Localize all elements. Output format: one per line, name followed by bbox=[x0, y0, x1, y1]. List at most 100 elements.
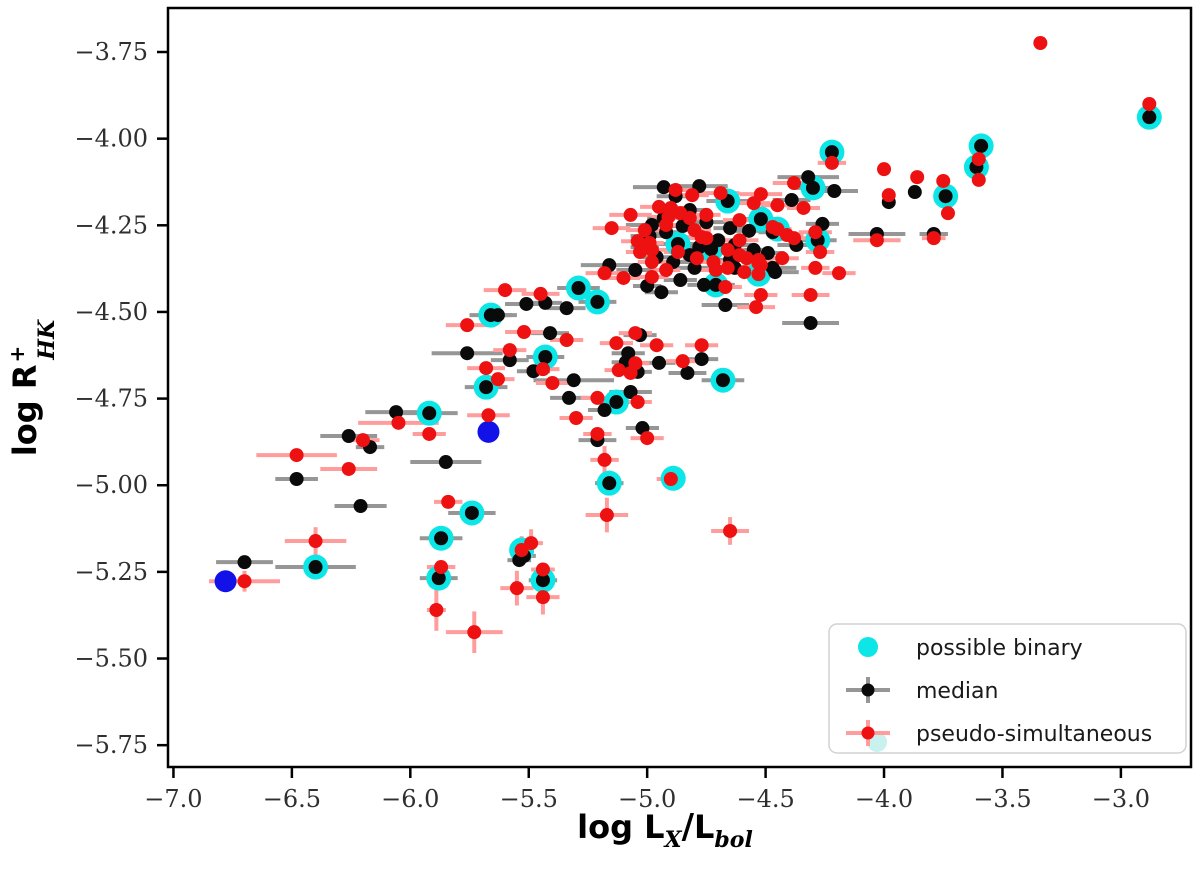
median-marker bbox=[341, 429, 356, 444]
pseudo-simultaneous-marker bbox=[694, 230, 709, 245]
median-marker bbox=[974, 138, 989, 153]
median-marker bbox=[479, 380, 494, 395]
pseudo-simultaneous-marker bbox=[940, 206, 955, 221]
pseudo-simultaneous-marker bbox=[663, 471, 678, 486]
pseudo-simultaneous-marker bbox=[670, 244, 685, 259]
y-tick-label: −4.50 bbox=[74, 298, 148, 326]
median-marker bbox=[805, 180, 820, 195]
pseudo-simultaneous-marker bbox=[926, 231, 941, 246]
pseudo-simultaneous-marker bbox=[971, 152, 986, 167]
median-marker bbox=[353, 499, 368, 514]
pseudo-simultaneous-marker bbox=[628, 326, 643, 341]
pseudo-simultaneous-marker bbox=[597, 266, 612, 281]
median-marker bbox=[434, 531, 449, 546]
pseudo-simultaneous-marker bbox=[749, 300, 764, 315]
pseudo-simultaneous-marker bbox=[659, 217, 674, 232]
pseudo-simultaneous-marker bbox=[718, 279, 733, 294]
plot-border bbox=[166, 6, 1193, 769]
median-marker bbox=[628, 263, 643, 278]
y-tick-label: −3.75 bbox=[74, 38, 148, 66]
pseudo-simultaneous-marker bbox=[644, 269, 659, 284]
pseudo-simultaneous-marker bbox=[429, 603, 444, 618]
pseudo-simultaneous-marker bbox=[535, 590, 550, 605]
y-tick-label: −5.50 bbox=[74, 645, 148, 673]
median-marker bbox=[907, 185, 922, 200]
pseudo-simultaneous-marker bbox=[490, 372, 505, 387]
pseudo-simultaneous-marker bbox=[590, 426, 605, 441]
y-axis-label: log R+ HK bbox=[5, 319, 60, 456]
median-marker bbox=[460, 346, 475, 361]
median-marker bbox=[308, 560, 323, 575]
median-marker bbox=[673, 273, 688, 288]
median-marker bbox=[656, 180, 671, 195]
pseudo-simultaneous-errorbars bbox=[208, 160, 946, 653]
median-marker bbox=[827, 183, 842, 198]
blue-points bbox=[214, 420, 500, 593]
pseudo-simultaneous-marker bbox=[720, 260, 735, 275]
pseudo-simultaneous-marker bbox=[732, 248, 747, 263]
median-marker bbox=[559, 301, 574, 316]
median-marker bbox=[538, 350, 553, 365]
x-tick-label: −6.0 bbox=[381, 785, 439, 813]
median-marker bbox=[824, 145, 839, 160]
pseudo-simultaneous-marker bbox=[434, 560, 449, 575]
pseudo-simultaneous-marker bbox=[355, 433, 370, 448]
median-marker bbox=[609, 395, 624, 410]
median-marker bbox=[723, 221, 738, 236]
pseudo-simultaneous-marker bbox=[753, 287, 768, 302]
pseudo-simultaneous-marker bbox=[545, 375, 560, 390]
pseudo-simultaneous-marker bbox=[535, 362, 550, 377]
median-marker bbox=[654, 285, 669, 300]
pseudo-simultaneous-marker bbox=[460, 318, 475, 333]
pseudo-simultaneous-marker bbox=[633, 244, 648, 259]
legend: possible binary median pseudo-simultaneous bbox=[828, 623, 1187, 754]
blue-marker bbox=[214, 570, 237, 593]
pseudo-simultaneous-marker bbox=[675, 354, 690, 369]
pseudo-simultaneous-marker bbox=[616, 270, 631, 285]
pseudo-simultaneous-marker bbox=[502, 343, 517, 358]
pseudo-simultaneous-marker bbox=[713, 186, 728, 201]
pseudo-simultaneous-marker bbox=[832, 266, 847, 281]
pseudo-simultaneous-marker bbox=[649, 338, 664, 353]
median-marker bbox=[718, 298, 733, 313]
pseudo-simultaneous-marker bbox=[971, 172, 986, 187]
median-marker bbox=[483, 308, 498, 323]
x-tick-label: −3.5 bbox=[973, 785, 1031, 813]
pseudo-simultaneous-marker bbox=[391, 415, 406, 430]
pseudo-simultaneous-marker bbox=[599, 508, 614, 523]
pseudo-simultaneous-marker bbox=[479, 361, 494, 376]
x-tick-label: −6.5 bbox=[263, 785, 321, 813]
pseudo-simultaneous-marker bbox=[775, 251, 790, 266]
x-tick-label: −5.5 bbox=[500, 785, 558, 813]
pseudo-simultaneous-marker bbox=[732, 233, 747, 248]
pseudo-simultaneous-marker bbox=[770, 222, 785, 237]
pseudo-simultaneous-marker bbox=[441, 494, 456, 509]
pseudo-simultaneous-marker bbox=[341, 461, 356, 476]
median-marker bbox=[938, 189, 953, 204]
pseudo-simultaneous-marker bbox=[877, 162, 892, 177]
median-marker bbox=[784, 193, 799, 208]
median-marker bbox=[742, 223, 757, 238]
pseudo-simultaneous-marker bbox=[808, 225, 823, 240]
median-marker bbox=[768, 265, 783, 280]
median-marker bbox=[597, 403, 612, 418]
pseudo-simultaneous-marker bbox=[481, 408, 496, 423]
median-marker bbox=[803, 316, 818, 331]
pseudo-simultaneous-marker bbox=[467, 625, 482, 640]
pseudo-simultaneous-marker bbox=[737, 265, 752, 280]
median-marker bbox=[623, 385, 638, 400]
median-marker bbox=[519, 296, 534, 311]
pseudo-simultaneous-points bbox=[237, 36, 1157, 640]
pseudo-simultaneous-marker bbox=[881, 188, 896, 203]
y-axis: −3.75 −4.00 −4.25 −4.50 −4.75 −5.00 −5.25 −5.50… bbox=[74, 38, 168, 759]
pseudo-simultaneous-marker bbox=[630, 234, 645, 249]
median-marker bbox=[422, 406, 437, 421]
median-marker bbox=[697, 277, 712, 292]
median-marker bbox=[543, 326, 558, 341]
pseudo-simultaneous-marker bbox=[699, 207, 714, 222]
pseudo-simultaneous-marker bbox=[751, 267, 766, 282]
pseudo-simultaneous-marker bbox=[1033, 36, 1048, 51]
median-marker bbox=[704, 242, 719, 257]
median-marker bbox=[715, 373, 730, 388]
